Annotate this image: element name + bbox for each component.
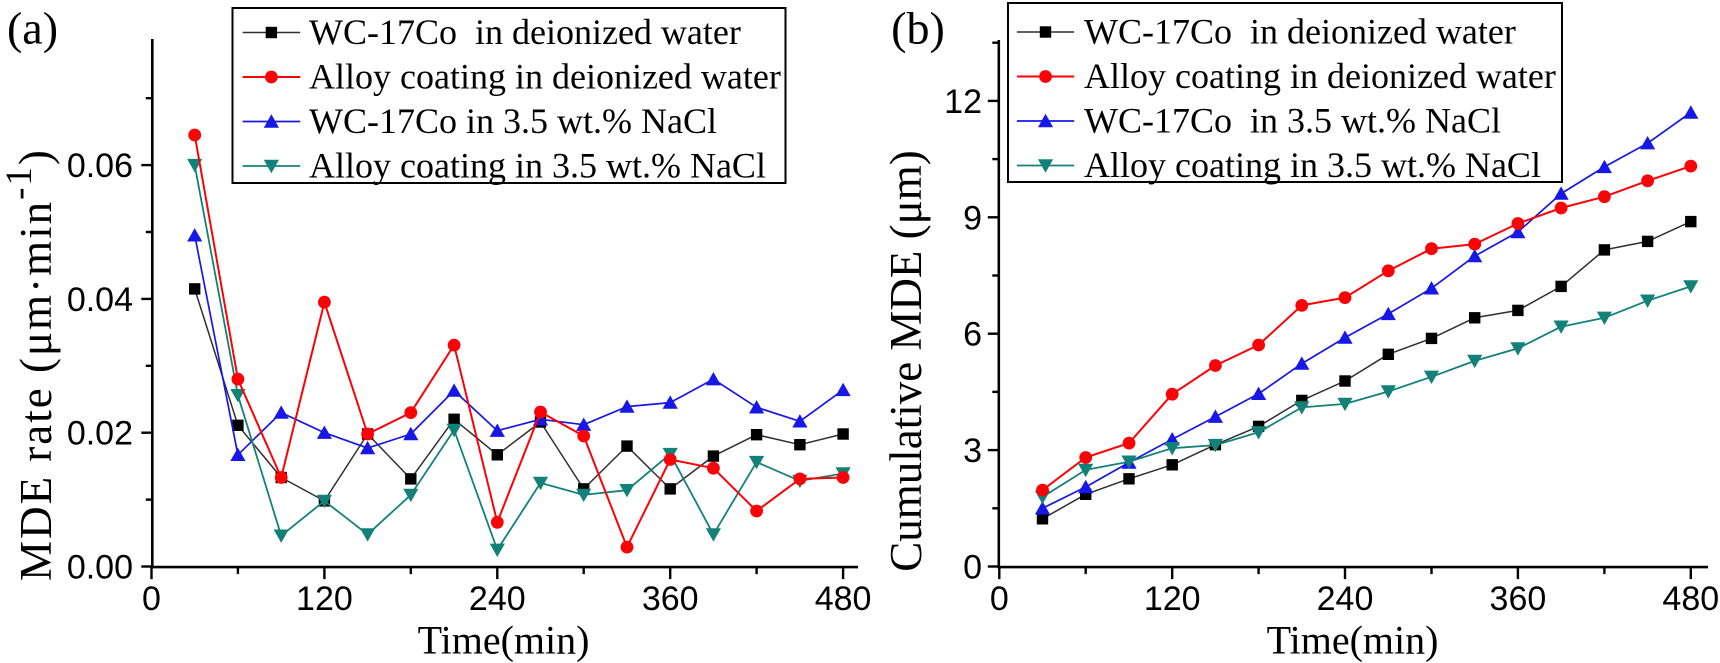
svg-text:9: 9 — [963, 199, 982, 237]
svg-text:0.06: 0.06 — [67, 147, 133, 185]
svg-text:WC-17Co in deionized water: WC-17Co in deionized water — [1084, 12, 1516, 52]
svg-text:480: 480 — [815, 580, 872, 618]
svg-text:240: 240 — [1317, 580, 1374, 618]
svg-text:0.02: 0.02 — [67, 415, 133, 453]
svg-text:6: 6 — [963, 316, 982, 354]
svg-text:0: 0 — [963, 549, 982, 587]
svg-text:480: 480 — [1662, 580, 1719, 618]
svg-text:(a): (a) — [7, 3, 58, 54]
svg-text:3: 3 — [963, 432, 982, 470]
svg-text:120: 120 — [1144, 580, 1201, 618]
svg-text:MDE rate (μm·min-1): MDE rate (μm·min-1) — [0, 148, 61, 581]
svg-text:WC-17Co in deionized water: WC-17Co in deionized water — [309, 12, 741, 52]
svg-text:0: 0 — [142, 580, 161, 618]
svg-text:Alloy coating in deionized wat: Alloy coating in deionized water — [309, 57, 781, 97]
svg-text:360: 360 — [642, 580, 699, 618]
svg-text:360: 360 — [1490, 580, 1547, 618]
svg-text:120: 120 — [296, 580, 353, 618]
svg-text:0: 0 — [990, 580, 1009, 618]
svg-text:Time(min): Time(min) — [1267, 618, 1439, 663]
svg-text:Alloy coating in deionized wat: Alloy coating in deionized water — [1084, 56, 1556, 96]
svg-text:240: 240 — [469, 580, 526, 618]
svg-text:12: 12 — [944, 83, 982, 121]
svg-text:0.04: 0.04 — [67, 281, 133, 319]
svg-text:Alloy coating in 3.5 wt.% NaCl: Alloy coating in 3.5 wt.% NaCl — [1084, 145, 1541, 185]
svg-text:Time(min): Time(min) — [418, 618, 590, 663]
svg-text:WC-17Co in 3.5 wt.% NaCl: WC-17Co in 3.5 wt.% NaCl — [1084, 101, 1501, 141]
svg-text:WC-17Co in 3.5 wt.% NaCl: WC-17Co in 3.5 wt.% NaCl — [309, 101, 717, 141]
svg-text:Cumulative MDE (μm): Cumulative MDE (μm) — [881, 150, 931, 572]
svg-text:0.00: 0.00 — [67, 549, 133, 587]
svg-text:(b): (b) — [891, 3, 945, 54]
svg-text:Alloy coating in 3.5 wt.% NaCl: Alloy coating in 3.5 wt.% NaCl — [309, 146, 766, 186]
